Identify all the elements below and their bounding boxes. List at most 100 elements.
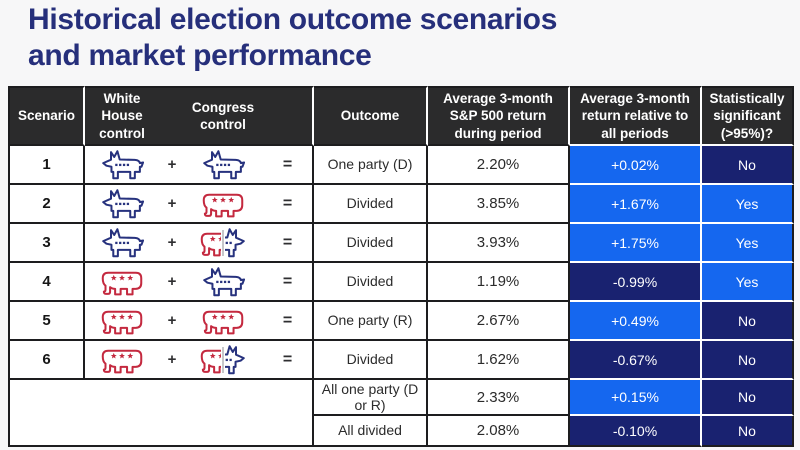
outcome-cell: Divided <box>314 224 428 263</box>
republican-elephant-icon <box>201 304 245 337</box>
equals-operator: = <box>282 155 293 173</box>
scenario-cell: 4 <box>8 263 85 302</box>
header-avg-return: Average 3-month S&P 500 return during pe… <box>428 86 570 146</box>
plus-operator: + <box>167 312 177 329</box>
avg-return-cell: 2.08% <box>428 416 570 447</box>
outcome-cell: One party (D) <box>314 146 428 185</box>
congress-icon-slot <box>201 187 245 220</box>
table-header: Scenario White House control Congress co… <box>8 86 794 146</box>
split-divider <box>222 229 224 256</box>
split-control-icon <box>199 343 247 376</box>
scenario-cell: 6 <box>8 341 85 380</box>
relative-return-cell: -0.99% <box>570 263 702 302</box>
table-row: 2 + = Divided 3.85% +1.67% Yes <box>8 185 794 224</box>
significant-cell: No <box>702 416 794 447</box>
republican-elephant-icon <box>100 265 144 298</box>
table-row: 3 + = Divided 3.93% +1.75% Yes <box>8 224 794 263</box>
equals-operator: = <box>282 350 293 368</box>
white-house-icon-slot <box>100 187 144 220</box>
controls-cell: + = <box>85 263 314 302</box>
header-white-house-label: White House control <box>99 91 145 141</box>
outcome-cell: All one party (D or R) <box>314 380 428 416</box>
significant-cell: No <box>702 146 794 185</box>
relative-return-cell: +1.67% <box>570 185 702 224</box>
democrat-donkey-half-icon <box>225 345 245 375</box>
relative-return-cell: +0.15% <box>570 380 702 416</box>
header-relative-return-label: Average 3-month return relative to all p… <box>580 91 690 141</box>
plus-operator: + <box>167 195 177 212</box>
white-house-icon-slot <box>100 148 144 181</box>
avg-return-cell: 1.19% <box>428 263 570 302</box>
relative-return-cell: +1.75% <box>570 224 702 263</box>
avg-return-cell: 2.20% <box>428 146 570 185</box>
congress-icon-slot <box>199 343 247 376</box>
relative-return-cell: -0.10% <box>570 416 702 447</box>
summary-row: All divided 2.08% -0.10% No <box>8 416 794 447</box>
page-title-line2: and market performance <box>28 39 372 72</box>
avg-return-cell: 3.85% <box>428 185 570 224</box>
white-house-icon-slot <box>100 304 144 337</box>
header-outcome: Outcome <box>314 86 428 146</box>
scenario-cell: 5 <box>8 302 85 341</box>
controls-cell: + = <box>85 302 314 341</box>
significant-cell: No <box>702 380 794 416</box>
plus-operator: + <box>167 156 177 173</box>
outcome-cell: Divided <box>314 263 428 302</box>
significant-cell: No <box>702 302 794 341</box>
equals-operator: = <box>282 272 293 290</box>
scenario-table: Scenario White House control Congress co… <box>8 86 794 447</box>
plus-operator: + <box>167 234 177 251</box>
equals-operator: = <box>282 194 293 212</box>
header-controls: White House control Congress control <box>85 86 314 146</box>
equals-operator: = <box>282 311 293 329</box>
controls-cell: + = <box>85 185 314 224</box>
significant-cell: Yes <box>702 185 794 224</box>
avg-return-cell: 2.33% <box>428 380 570 416</box>
congress-icon-slot <box>201 265 245 298</box>
democrat-donkey-icon <box>203 267 245 297</box>
scenario-cell: 1 <box>8 146 85 185</box>
controls-cell: + = <box>85 146 314 185</box>
page-title: Historical election outcome scenarios an… <box>28 2 557 74</box>
republican-elephant-icon <box>100 304 144 337</box>
republican-elephant-half-icon <box>199 343 221 376</box>
plus-operator: + <box>167 351 177 368</box>
relative-return-cell: +0.02% <box>570 146 702 185</box>
outcome-cell: All divided <box>314 416 428 447</box>
table-row: 6 + = Divided 1.62% -0.67% No <box>8 341 794 380</box>
democrat-donkey-icon <box>102 189 144 219</box>
header-relative-return: Average 3-month return relative to all p… <box>570 86 702 146</box>
white-house-icon-slot <box>100 265 144 298</box>
avg-return-cell: 1.62% <box>428 341 570 380</box>
scenario-cell: 2 <box>8 185 85 224</box>
controls-cell: + = <box>85 341 314 380</box>
plus-operator: + <box>167 273 177 290</box>
relative-return-cell: -0.67% <box>570 341 702 380</box>
equals-operator: = <box>282 233 293 251</box>
header-congress-label: Congress control <box>191 99 255 132</box>
congress-icon-slot <box>199 226 247 259</box>
significant-cell: Yes <box>702 224 794 263</box>
avg-return-cell: 2.67% <box>428 302 570 341</box>
table-body: 1 + = One party (D) 2.20% +0.02% No 2 + = Divided 3… <box>8 146 794 447</box>
republican-elephant-half-icon <box>199 226 221 259</box>
congress-icon-slot <box>201 304 245 337</box>
outcome-cell: One party (R) <box>314 302 428 341</box>
header-avg-return-label: Average 3-month S&P 500 return during pe… <box>443 91 553 141</box>
table-row: 4 + = Divided 1.19% -0.99% Yes <box>8 263 794 302</box>
split-divider <box>222 346 224 373</box>
header-scenario-label: Scenario <box>17 108 76 124</box>
congress-icon-slot <box>201 148 245 181</box>
relative-return-cell: +0.49% <box>570 302 702 341</box>
header-significant-label: Statistically significant (>95%)? <box>709 91 785 141</box>
summary-row: All one party (D or R) 2.33% +0.15% No <box>8 380 794 447</box>
blank-cell <box>8 380 314 447</box>
white-house-icon-slot <box>100 226 144 259</box>
significant-cell: Yes <box>702 263 794 302</box>
page-title-line1: Historical election outcome scenarios <box>28 3 558 36</box>
democrat-donkey-half-icon <box>225 228 245 258</box>
significant-cell: No <box>702 341 794 380</box>
table-row: 1 + = One party (D) 2.20% +0.02% No <box>8 146 794 185</box>
republican-elephant-icon <box>100 343 144 376</box>
avg-return-cell: 3.93% <box>428 224 570 263</box>
